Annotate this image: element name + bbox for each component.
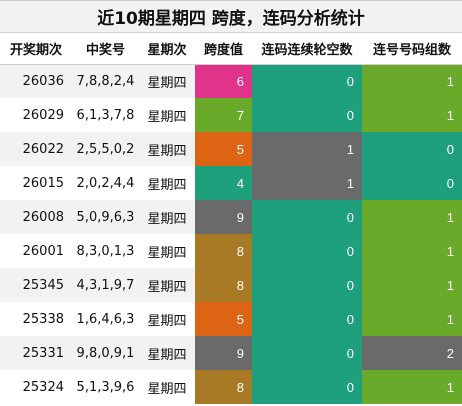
period-cell: 25331: [0, 336, 72, 370]
consecutive-groups-cell: 2: [362, 336, 462, 370]
consecutive-groups-cell: 1: [362, 302, 462, 336]
header-consecutive-gap: 连码连续轮空数: [252, 33, 362, 65]
consecutive-groups-cell: 1: [362, 234, 462, 268]
consecutive-gap-cell: 0: [252, 98, 362, 132]
consecutive-gap-cell: 0: [252, 234, 362, 268]
draw-numbers-cell: 4,3,1,9,7: [72, 268, 139, 302]
consecutive-groups-cell: 0: [362, 132, 462, 166]
draw-numbers-cell: 1,6,4,6,3: [72, 302, 139, 336]
draw-numbers-cell: 8,3,0,1,3: [72, 234, 139, 268]
consecutive-groups-cell: 1: [362, 268, 462, 302]
weekday-cell: 星期四: [139, 132, 195, 166]
span-value-cell: 9: [195, 200, 252, 234]
consecutive-groups-cell: 1: [362, 98, 462, 132]
table-row: 25324 5,1,3,9,6 星期四 8 0 1: [0, 370, 462, 404]
span-value-cell: 7: [195, 98, 252, 132]
consecutive-gap-cell: 1: [252, 166, 362, 200]
span-value-cell: 4: [195, 166, 252, 200]
consecutive-groups-cell: 1: [362, 200, 462, 234]
header-row: 开奖期次 中奖号 星期次 跨度值 连码连续轮空数 连号号码组数: [0, 33, 462, 65]
span-value-cell: 5: [195, 132, 252, 166]
stats-table: 开奖期次 中奖号 星期次 跨度值 连码连续轮空数 连号号码组数 26036 7,8…: [0, 33, 462, 404]
draw-numbers-cell: 2,5,5,0,2: [72, 132, 139, 166]
header-draw: 中奖号: [72, 33, 139, 65]
span-value-cell: 8: [195, 234, 252, 268]
period-cell: 26029: [0, 98, 72, 132]
period-cell: 25345: [0, 268, 72, 302]
span-value-cell: 8: [195, 370, 252, 404]
table-row: 26029 6,1,3,7,8 星期四 7 0 1: [0, 98, 462, 132]
weekday-cell: 星期四: [139, 166, 195, 200]
span-value-cell: 8: [195, 268, 252, 302]
page-title: 近10期星期四 跨度，连码分析统计: [0, 0, 462, 33]
table-row: 26001 8,3,0,1,3 星期四 8 0 1: [0, 234, 462, 268]
consecutive-groups-cell: 1: [362, 370, 462, 404]
weekday-cell: 星期四: [139, 234, 195, 268]
table-body: 26036 7,8,8,2,4 星期四 6 0 1 26029 6,1,3,7,8 星期四 7 0 1…: [0, 64, 462, 404]
weekday-cell: 星期四: [139, 98, 195, 132]
consecutive-groups-cell: 1: [362, 64, 462, 98]
weekday-cell: 星期四: [139, 268, 195, 302]
table-row: 26036 7,8,8,2,4 星期四 6 0 1: [0, 64, 462, 98]
consecutive-gap-cell: 0: [252, 370, 362, 404]
period-cell: 26008: [0, 200, 72, 234]
period-cell: 25324: [0, 370, 72, 404]
weekday-cell: 星期四: [139, 302, 195, 336]
period-cell: 26001: [0, 234, 72, 268]
header-span: 跨度值: [195, 33, 252, 65]
draw-numbers-cell: 2,0,2,4,4: [72, 166, 139, 200]
draw-numbers-cell: 7,8,8,2,4: [72, 64, 139, 98]
span-value-cell: 6: [195, 64, 252, 98]
header-consecutive-groups: 连号号码组数: [362, 33, 462, 65]
draw-numbers-cell: 5,1,3,9,6: [72, 370, 139, 404]
span-value-cell: 5: [195, 302, 252, 336]
consecutive-gap-cell: 1: [252, 132, 362, 166]
consecutive-gap-cell: 0: [252, 268, 362, 302]
header-period: 开奖期次: [0, 33, 72, 65]
draw-numbers-cell: 9,8,0,9,1: [72, 336, 139, 370]
period-cell: 26015: [0, 166, 72, 200]
consecutive-groups-cell: 0: [362, 166, 462, 200]
period-cell: 25338: [0, 302, 72, 336]
period-cell: 26036: [0, 64, 72, 98]
weekday-cell: 星期四: [139, 200, 195, 234]
weekday-cell: 星期四: [139, 370, 195, 404]
table-row: 25331 9,8,0,9,1 星期四 9 0 2: [0, 336, 462, 370]
weekday-cell: 星期四: [139, 336, 195, 370]
span-value-cell: 9: [195, 336, 252, 370]
draw-numbers-cell: 6,1,3,7,8: [72, 98, 139, 132]
table-row: 25338 1,6,4,6,3 星期四 5 0 1: [0, 302, 462, 336]
consecutive-gap-cell: 0: [252, 64, 362, 98]
table-row: 26015 2,0,2,4,4 星期四 4 1 0: [0, 166, 462, 200]
consecutive-gap-cell: 0: [252, 336, 362, 370]
table-row: 26008 5,0,9,6,3 星期四 9 0 1: [0, 200, 462, 234]
consecutive-gap-cell: 0: [252, 302, 362, 336]
table-row: 25345 4,3,1,9,7 星期四 8 0 1: [0, 268, 462, 302]
period-cell: 26022: [0, 132, 72, 166]
weekday-cell: 星期四: [139, 64, 195, 98]
header-weekday: 星期次: [139, 33, 195, 65]
consecutive-gap-cell: 0: [252, 200, 362, 234]
table-row: 26022 2,5,5,0,2 星期四 5 1 0: [0, 132, 462, 166]
draw-numbers-cell: 5,0,9,6,3: [72, 200, 139, 234]
